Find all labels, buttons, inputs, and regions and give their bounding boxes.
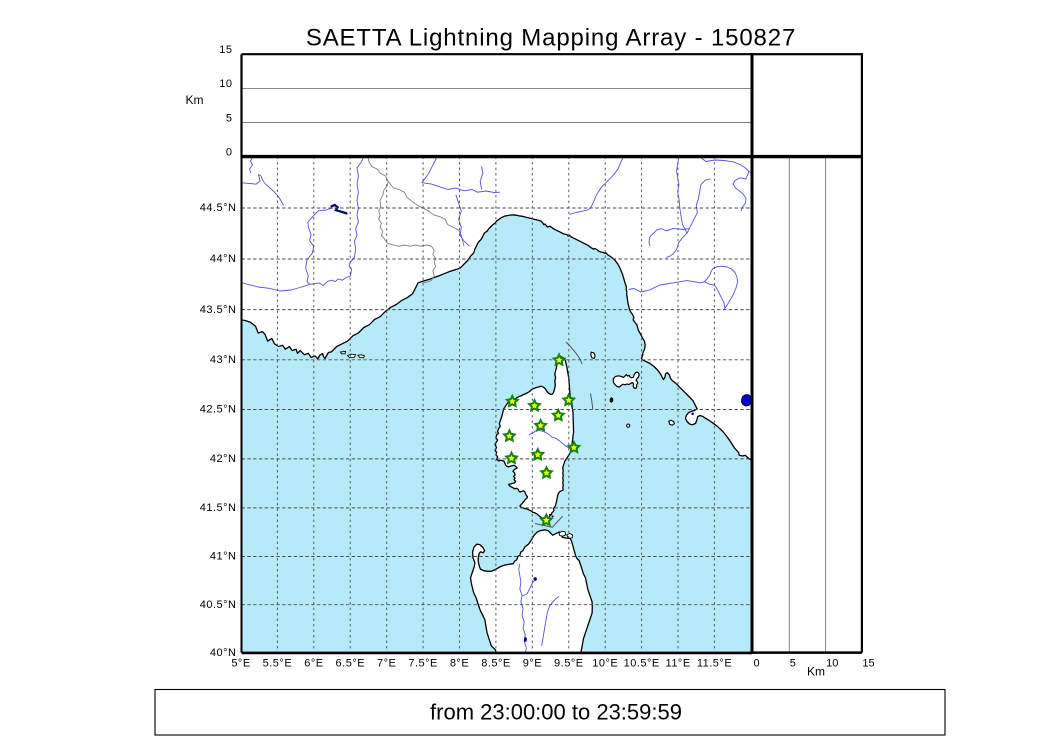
svg-text:8.5°E: 8.5°E [481,658,511,670]
svg-text:6°E: 6°E [304,658,323,670]
svg-text:5: 5 [790,658,796,670]
svg-text:8°E: 8°E [450,658,469,670]
svg-text:15: 15 [862,658,874,670]
svg-text:10.5°E: 10.5°E [624,658,660,670]
svg-text:from 23:00:00 to 23:59:59: from 23:00:00 to 23:59:59 [430,700,682,725]
svg-text:6.5°E: 6.5°E [336,658,366,670]
svg-text:40.5°N: 40.5°N [200,599,237,611]
svg-text:41°N: 41°N [210,551,237,563]
svg-text:SAETTA Lightning Mapping Array: SAETTA Lightning Mapping Array - 150827 [306,25,796,52]
svg-text:5.5°E: 5.5°E [263,658,293,670]
svg-text:9.5°E: 9.5°E [554,658,584,670]
svg-text:44.5°N: 44.5°N [200,202,237,214]
svg-text:0: 0 [226,146,233,158]
svg-text:5: 5 [226,112,233,124]
svg-text:11.5°E: 11.5°E [697,658,732,670]
svg-text:42.5°N: 42.5°N [200,404,237,416]
svg-text:10°E: 10°E [592,658,618,670]
svg-text:9°E: 9°E [523,658,542,670]
svg-text:15: 15 [219,44,232,56]
svg-text:44°N: 44°N [210,253,237,265]
svg-text:0: 0 [754,658,760,670]
svg-text:5°E: 5°E [231,658,250,670]
svg-text:40°N: 40°N [210,647,237,659]
svg-text:42°N: 42°N [210,453,237,465]
svg-text:Km: Km [807,665,825,679]
svg-text:11°E: 11°E [666,658,691,670]
svg-text:Km: Km [186,93,204,107]
svg-text:41.5°N: 41.5°N [200,502,237,514]
svg-text:10: 10 [826,658,838,670]
svg-text:43.5°N: 43.5°N [200,304,237,316]
svg-text:7°E: 7°E [377,658,396,670]
svg-text:43°N: 43°N [210,354,237,366]
svg-text:7.5°E: 7.5°E [408,658,438,670]
svg-text:10: 10 [219,78,232,90]
